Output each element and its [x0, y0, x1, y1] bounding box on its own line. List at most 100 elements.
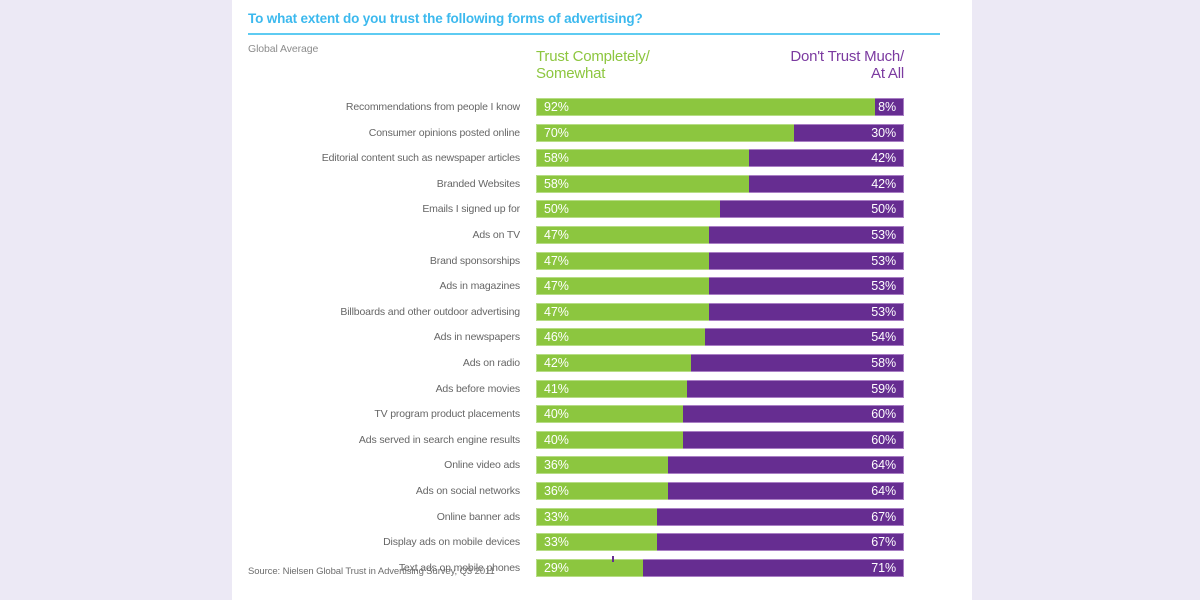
bar-value-trust: 29%	[544, 560, 569, 575]
bar-value-trust: 36%	[544, 458, 569, 473]
bar-segment-distrust: 60%	[683, 405, 904, 424]
bar-segment-trust: 47%	[536, 277, 709, 296]
bar-value-distrust: 53%	[871, 304, 896, 319]
bar-segment-distrust: 60%	[683, 430, 904, 449]
bar-segment-distrust: 53%	[708, 277, 904, 296]
bar-value-trust: 47%	[544, 253, 569, 268]
row-category-label: Ads in newspapers	[433, 331, 520, 344]
bar-value-distrust: 53%	[871, 253, 896, 268]
bar-segment-trust: 47%	[536, 302, 709, 321]
bar-segment-trust: 50%	[536, 200, 720, 219]
stacked-bar: 58% 42%	[536, 149, 904, 168]
bar-segment-trust: 58%	[536, 149, 750, 168]
bar-value-trust: 33%	[544, 535, 569, 550]
bar-value-distrust: 71%	[871, 560, 896, 575]
bar-segment-distrust: 64%	[668, 456, 904, 475]
row-category-label: Ads on TV	[472, 228, 521, 241]
bar-segment-distrust: 42%	[749, 174, 904, 193]
bar-value-trust: 42%	[544, 355, 569, 370]
stacked-bar: 40% 60%	[536, 430, 904, 449]
chart-row: Branded Websites 58% 42%	[232, 173, 972, 199]
bar-segment-trust: 29%	[536, 558, 643, 577]
bar-value-trust: 47%	[544, 279, 569, 294]
row-category-label: Brand sponsorships	[429, 254, 520, 267]
row-category-label: Emails I signed up for	[422, 203, 520, 216]
bar-value-trust: 47%	[544, 304, 569, 319]
bar-segment-trust: 36%	[536, 481, 669, 500]
stacked-bar: 47% 53%	[536, 302, 904, 321]
bar-value-distrust: 64%	[871, 483, 896, 498]
chart-row: Online banner ads 33% 67%	[232, 506, 972, 532]
bar-value-distrust: 67%	[871, 509, 896, 524]
row-category-label: TV program product placements	[374, 408, 520, 421]
chart-row: Text ads on mobile phones 29% 71%	[232, 557, 972, 583]
chart-row: Ads before movies 41% 59%	[232, 378, 972, 404]
bar-segment-trust: 58%	[536, 174, 750, 193]
chart-row: Editorial content such as newspaper arti…	[232, 147, 972, 173]
bar-segment-trust: 92%	[536, 98, 875, 116]
chart-row: TV program product placements 40% 60%	[232, 403, 972, 429]
stacked-bar: 92% 8%	[536, 98, 904, 116]
bar-segment-distrust: 53%	[708, 302, 904, 321]
bar-value-trust: 92%	[544, 100, 569, 114]
bar-value-distrust: 30%	[871, 125, 896, 140]
chart-row: Ads in newspapers 46% 54%	[232, 326, 972, 352]
legend-distrust: Don't Trust Much/ At All	[702, 48, 904, 82]
bar-segment-distrust: 54%	[705, 328, 904, 347]
bar-value-trust: 58%	[544, 151, 569, 166]
row-category-label: Display ads on mobile devices	[383, 536, 520, 549]
legend-trust: Trust Completely/ Somewhat	[536, 48, 746, 82]
legend-trust-line2: Somewhat	[536, 65, 606, 82]
bar-value-distrust: 60%	[871, 407, 896, 422]
bar-segment-distrust: 42%	[749, 149, 904, 168]
bar-value-distrust: 60%	[871, 432, 896, 447]
stacked-bar: 29% 71%	[536, 558, 904, 577]
stacked-bar: 33% 67%	[536, 507, 904, 526]
bar-value-distrust: 50%	[871, 202, 896, 217]
bar-segment-trust: 33%	[536, 533, 658, 552]
bar-value-distrust: 58%	[871, 355, 896, 370]
stacked-bar: 42% 58%	[536, 353, 904, 372]
bar-value-trust: 58%	[544, 176, 569, 191]
bar-segment-trust: 40%	[536, 405, 684, 424]
bar-value-trust: 70%	[544, 125, 569, 140]
bar-segment-distrust: 30%	[793, 123, 904, 142]
row-category-label: Ads on radio	[462, 356, 520, 369]
title-divider	[248, 33, 940, 35]
chart-row: Recommendations from people I know 92% 8%	[232, 96, 972, 122]
chart-row: Ads on TV 47% 53%	[232, 224, 972, 250]
stacked-bar: 41% 59%	[536, 379, 904, 398]
bar-value-distrust: 53%	[871, 227, 896, 242]
chart-row: Ads on radio 42% 58%	[232, 352, 972, 378]
bar-segment-trust: 47%	[536, 225, 709, 244]
chart-row: Ads on social networks 36% 64%	[232, 480, 972, 506]
bar-segment-trust: 46%	[536, 328, 706, 347]
bar-value-trust: 40%	[544, 432, 569, 447]
chart-row: Brand sponsorships 47% 53%	[232, 250, 972, 276]
bar-value-distrust: 54%	[871, 330, 896, 345]
axis-tick-mark	[612, 556, 614, 562]
bar-segment-distrust: 67%	[657, 533, 904, 552]
bar-value-distrust: 59%	[871, 381, 896, 396]
bar-value-trust: 41%	[544, 381, 569, 396]
bar-segment-trust: 36%	[536, 456, 669, 475]
subtitle-global-average: Global Average	[248, 43, 319, 55]
chart-row: Ads served in search engine results 40% 60…	[232, 429, 972, 455]
row-category-label: Billboards and other outdoor advertising	[340, 305, 520, 318]
row-category-label: Text ads on mobile phones	[398, 561, 520, 574]
row-category-label: Branded Websites	[436, 177, 520, 190]
stacked-bar: 50% 50%	[536, 200, 904, 219]
chart-row: Online video ads 36% 64%	[232, 454, 972, 480]
bar-segment-distrust: 58%	[690, 353, 904, 372]
bar-value-trust: 33%	[544, 509, 569, 524]
bar-segment-trust: 40%	[536, 430, 684, 449]
chart-row: Consumer opinions posted online 70% 30%	[232, 122, 972, 148]
bar-value-distrust: 42%	[871, 176, 896, 191]
stacked-bar: 33% 67%	[536, 533, 904, 552]
legend-distrust-line2: At All	[871, 65, 904, 82]
stacked-bar: 47% 53%	[536, 225, 904, 244]
bar-value-trust: 47%	[544, 227, 569, 242]
bar-value-distrust: 64%	[871, 458, 896, 473]
chart-row: Display ads on mobile devices 33% 67%	[232, 531, 972, 557]
